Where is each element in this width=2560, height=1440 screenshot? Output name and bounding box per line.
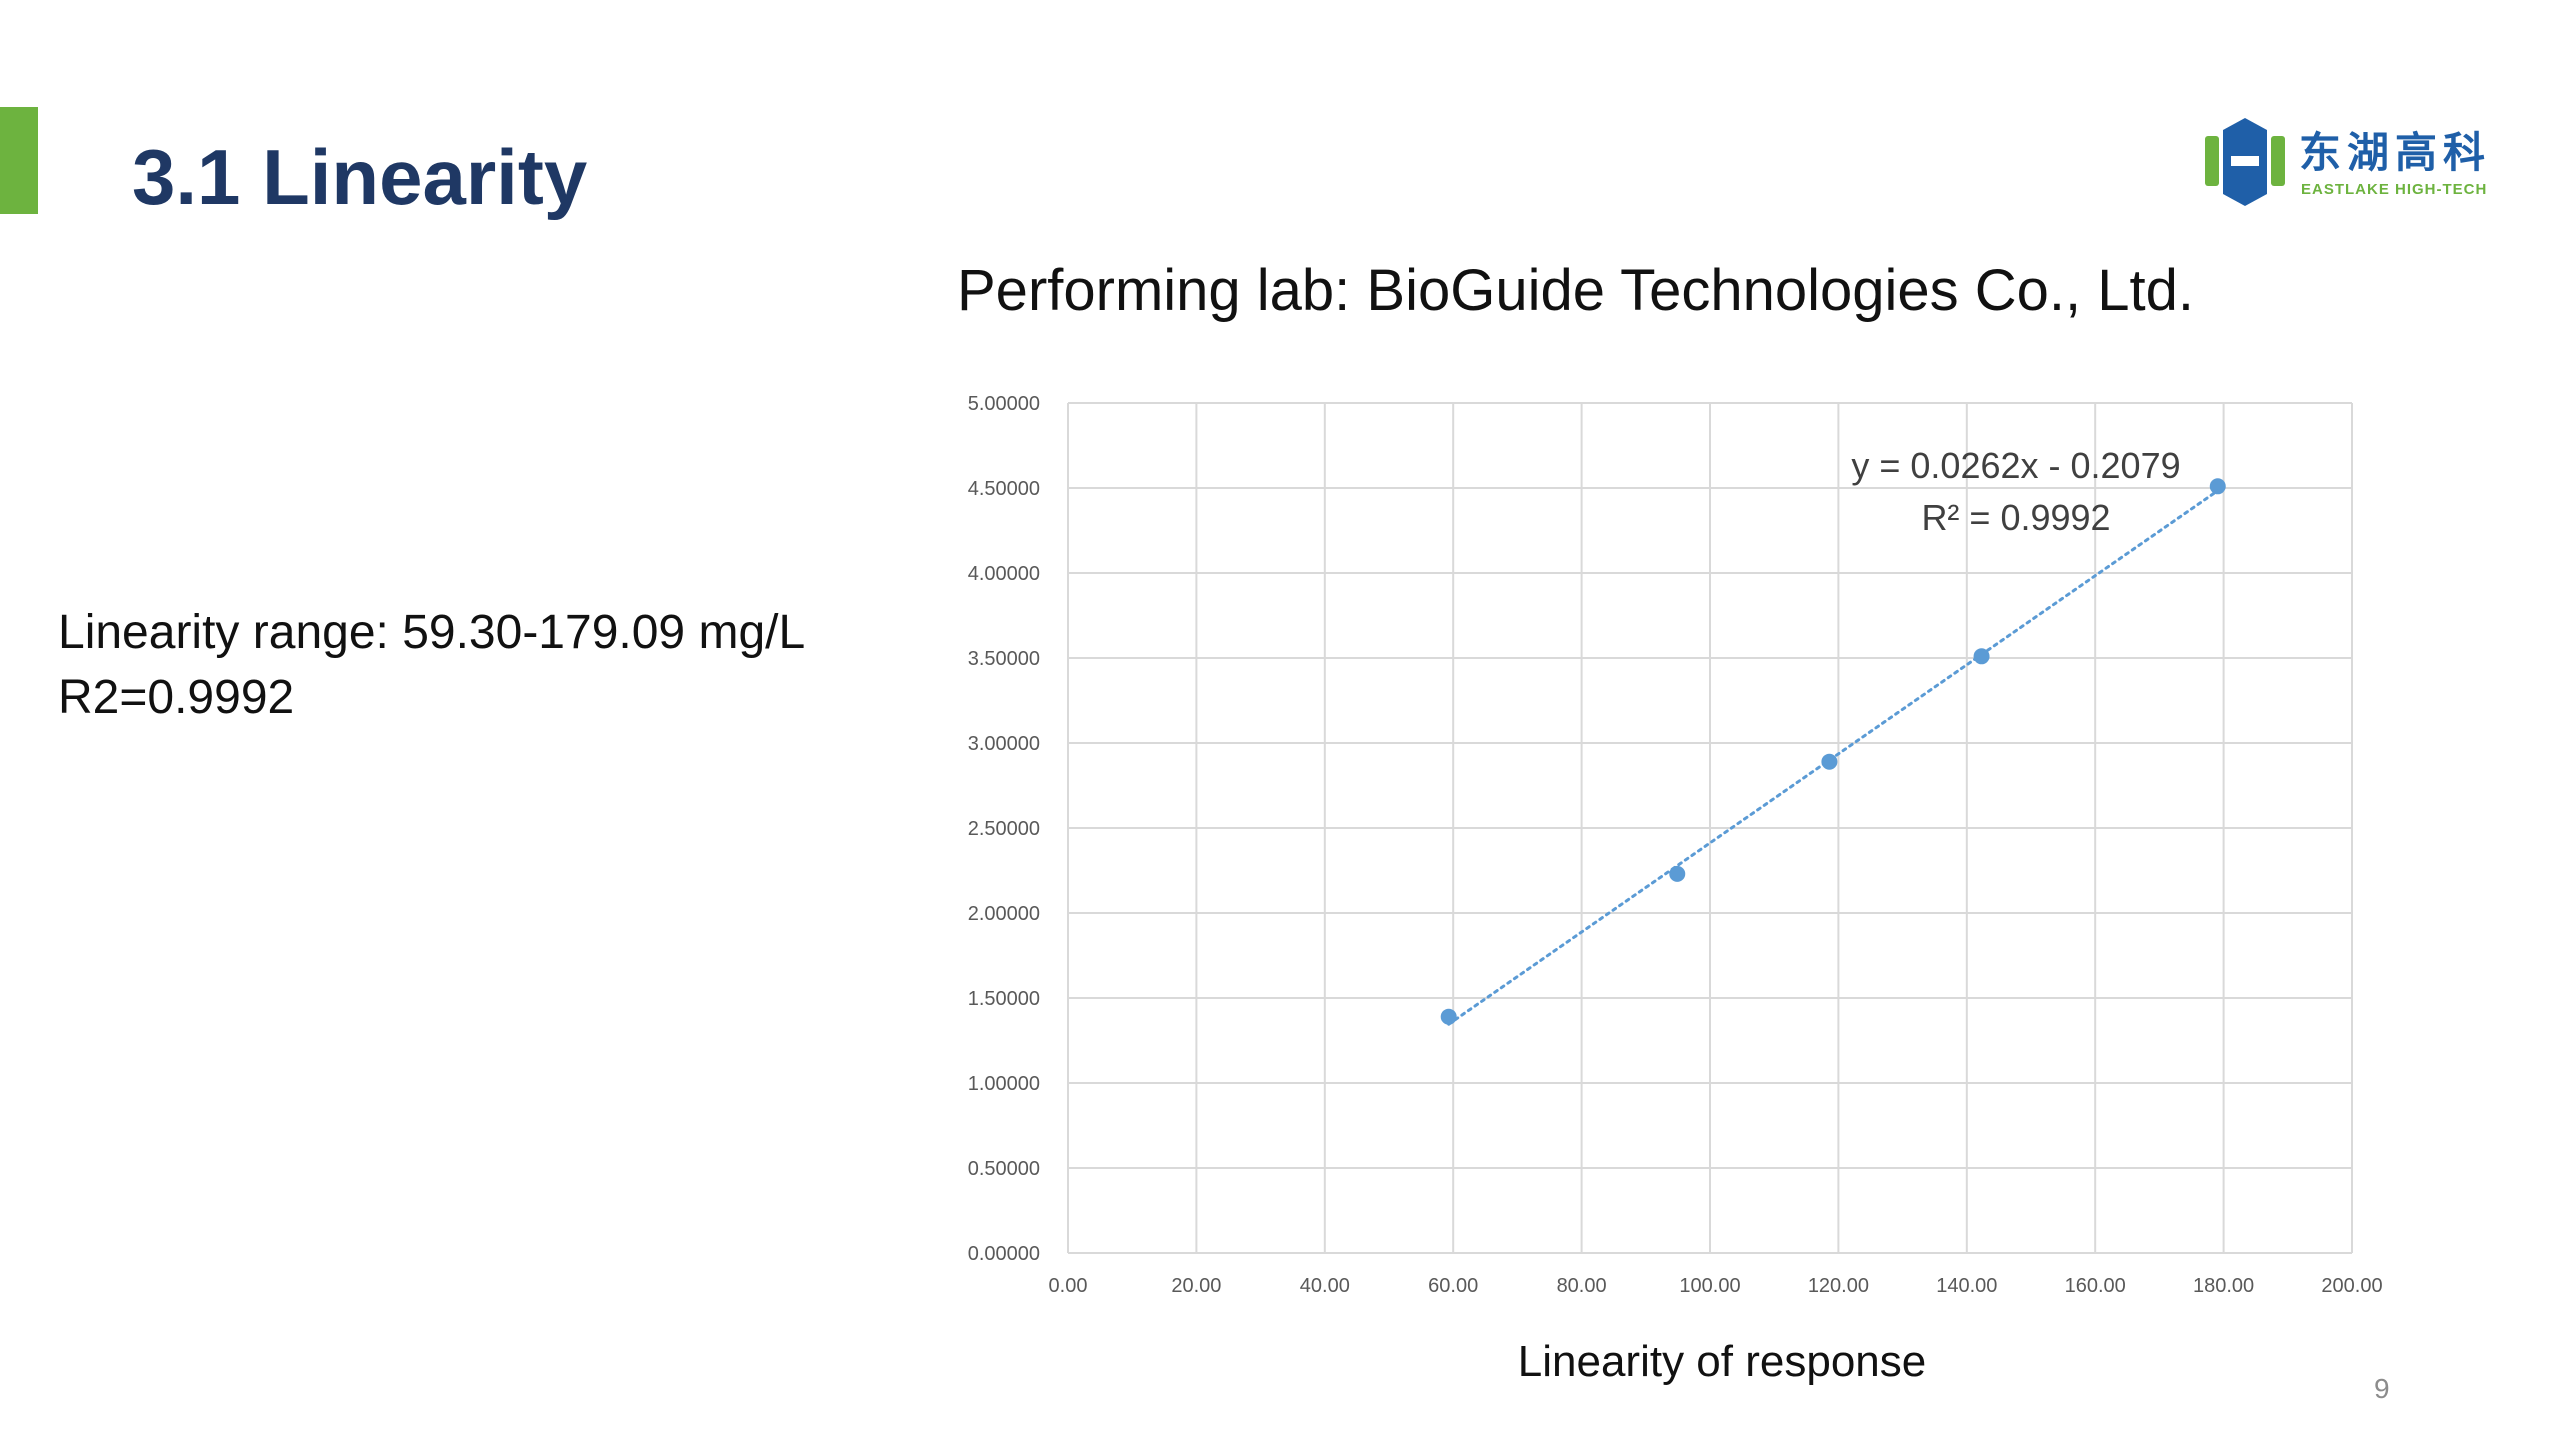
linearity-summary: Linearity range: 59.30-179.09 mg/L R2=0.… — [58, 600, 805, 730]
x-tick-label: 0.00 — [1049, 1275, 1088, 1297]
x-tick-label: 100.00 — [1679, 1275, 1740, 1297]
linearity-range-text: Linearity range: 59.30-179.09 mg/L — [58, 606, 806, 659]
chart-tick-labels: 0.00000 0.50000 1.00000 1.50000 2.00000 2.500… — [968, 393, 2383, 1297]
y-tick-label: 3.00000 — [968, 733, 1040, 755]
title-accent-bar — [0, 107, 38, 214]
y-tick-label: 2.00000 — [968, 903, 1040, 925]
trendline-r2: R² = 0.9992 — [1921, 497, 2110, 538]
x-tick-label: 160.00 — [2065, 1275, 2126, 1297]
data-point — [1821, 753, 1838, 770]
y-tick-label: 1.50000 — [968, 988, 1040, 1010]
y-tick-label: 4.50000 — [968, 478, 1040, 500]
chart-heading: Performing lab: BioGuide Technologies Co… — [957, 258, 2194, 323]
r2-text: R2=0.9992 — [58, 671, 295, 724]
y-tick-label: 2.50000 — [968, 818, 1040, 840]
x-tick-label: 20.00 — [1171, 1275, 1221, 1297]
logo-text-en: EASTLAKE HIGH-TECH — [2301, 181, 2488, 198]
chart-grid — [1067, 402, 2353, 1254]
y-tick-label: 5.00000 — [968, 393, 1040, 415]
chart-points-layer — [1440, 478, 2226, 1025]
y-tick-label: 3.50000 — [968, 648, 1040, 670]
logo-mark-icon — [2205, 118, 2285, 206]
data-point — [2209, 478, 2226, 495]
x-tick-label: 60.00 — [1428, 1275, 1478, 1297]
logo-text-cn: 东湖高科 — [2299, 128, 2492, 177]
trendline-equation: y = 0.0262x - 0.2079 — [1851, 445, 2180, 486]
slide-title: 3.1 Linearity — [132, 133, 588, 221]
y-tick-label: 0.00000 — [968, 1243, 1040, 1265]
eastlake-logo: 东湖高科 EASTLAKE HIGH-TECH — [2205, 112, 2505, 212]
y-tick-label: 1.00000 — [968, 1073, 1040, 1095]
data-point — [1440, 1008, 1457, 1025]
x-tick-label: 40.00 — [1300, 1275, 1350, 1297]
x-tick-label: 200.00 — [2321, 1275, 2382, 1297]
data-point — [1669, 865, 1686, 882]
data-point — [1973, 648, 1990, 665]
x-tick-label: 180.00 — [2193, 1275, 2254, 1297]
page-number: 9 — [2374, 1373, 2390, 1404]
x-tick-label: 120.00 — [1808, 1275, 1869, 1297]
x-tick-label: 80.00 — [1557, 1275, 1607, 1297]
y-tick-label: 0.50000 — [968, 1158, 1040, 1180]
y-tick-label: 4.00000 — [968, 563, 1040, 585]
x-tick-label: 140.00 — [1936, 1275, 1997, 1297]
x-axis-title: Linearity of response — [1518, 1337, 1926, 1386]
